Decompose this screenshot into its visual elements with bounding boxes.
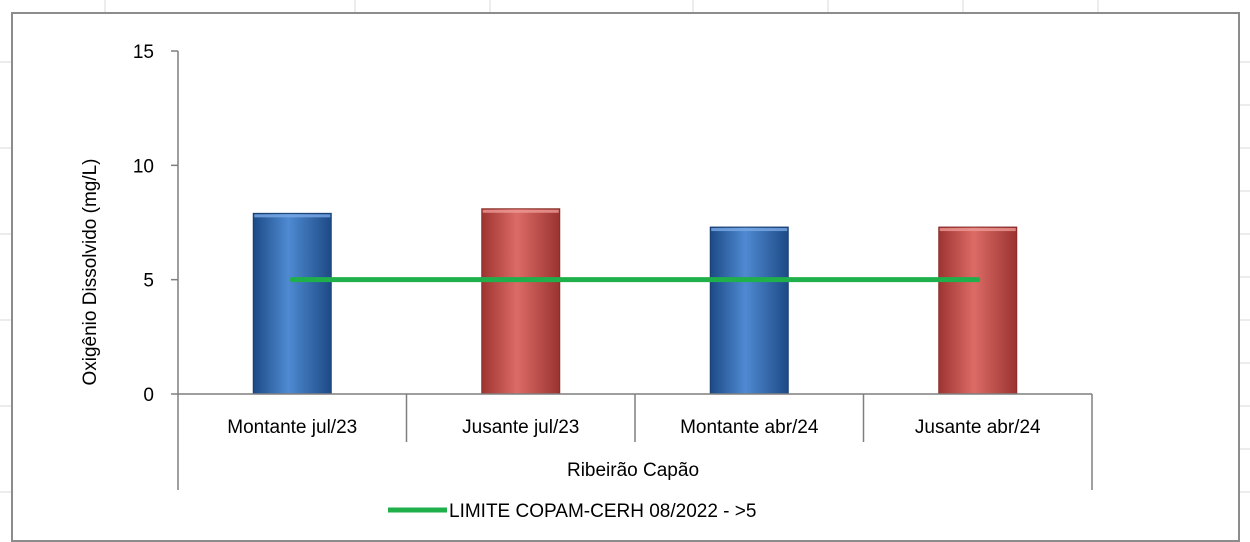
chart-frame[interactable] xyxy=(11,12,1240,542)
bar-highlight xyxy=(482,209,559,213)
x-group-label: Ribeirão Capão xyxy=(567,460,699,481)
y-tick-label: 10 xyxy=(133,156,154,177)
x-tick-label: Montante jul/23 xyxy=(227,417,357,438)
y-tick-label: 5 xyxy=(143,271,154,292)
bar-montante-jul-23 xyxy=(252,212,332,395)
x-tick-label: Jusante abr/24 xyxy=(915,417,1041,438)
y-axis-title: Oxigênio Dissolvido (mg/L) xyxy=(80,158,101,385)
x-tick-label: Jusante jul/23 xyxy=(462,417,579,438)
bar-jusante-abr-24 xyxy=(938,226,1018,395)
y-axis: 0 5 10 15 xyxy=(133,42,179,406)
y-tick-label: 15 xyxy=(133,42,154,63)
legend: LIMITE COPAM-CERH 08/2022 - >5 xyxy=(388,501,756,522)
bars xyxy=(252,208,1018,395)
x-axis: Montante jul/23 Jusante jul/23 Montante ab… xyxy=(177,393,1093,490)
spreadsheet-grid xyxy=(0,0,1250,493)
bar-jusante-jul-23 xyxy=(481,208,561,395)
y-tick-label: 0 xyxy=(143,385,154,406)
bar-highlight xyxy=(711,228,788,232)
chart: Oxigênio Dissolvido (mg/L) 0 5 10 15 Montan… xyxy=(80,42,1093,522)
bar-highlight xyxy=(939,228,1016,232)
bar-montante-abr-24 xyxy=(709,226,789,395)
bar-highlight xyxy=(254,214,331,218)
x-tick-label: Montante abr/24 xyxy=(680,417,819,438)
legend-reference-label: LIMITE COPAM-CERH 08/2022 - >5 xyxy=(449,501,756,522)
